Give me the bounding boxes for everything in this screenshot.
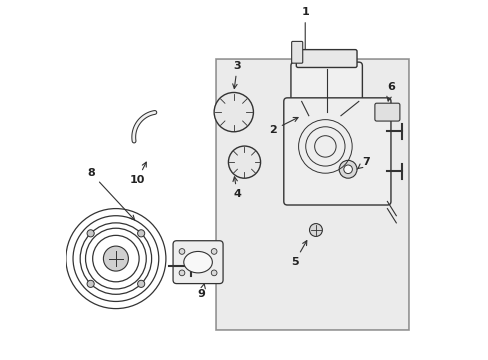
Circle shape	[343, 165, 352, 174]
Circle shape	[137, 280, 144, 287]
Circle shape	[87, 230, 94, 237]
Text: 9: 9	[197, 284, 205, 299]
Text: 10: 10	[129, 162, 146, 185]
FancyBboxPatch shape	[296, 50, 356, 67]
Circle shape	[228, 146, 260, 178]
Circle shape	[103, 246, 128, 271]
Circle shape	[211, 270, 217, 276]
Circle shape	[179, 270, 184, 276]
Circle shape	[179, 249, 184, 254]
Circle shape	[137, 230, 144, 237]
Text: 1: 1	[301, 7, 308, 54]
Circle shape	[309, 224, 322, 237]
Text: 4: 4	[232, 177, 241, 199]
FancyBboxPatch shape	[216, 59, 408, 330]
Text: 2: 2	[269, 117, 298, 135]
Text: 6: 6	[386, 82, 394, 101]
Circle shape	[211, 249, 217, 254]
FancyBboxPatch shape	[283, 98, 390, 205]
Circle shape	[214, 93, 253, 132]
Circle shape	[339, 160, 356, 178]
FancyBboxPatch shape	[291, 41, 302, 63]
Text: 8: 8	[87, 168, 134, 220]
FancyBboxPatch shape	[374, 103, 399, 121]
Text: 5: 5	[290, 240, 306, 267]
Text: 3: 3	[232, 61, 241, 89]
FancyBboxPatch shape	[173, 241, 223, 284]
Circle shape	[87, 280, 94, 287]
Text: 7: 7	[356, 157, 369, 169]
FancyBboxPatch shape	[290, 62, 362, 119]
Ellipse shape	[183, 251, 212, 273]
